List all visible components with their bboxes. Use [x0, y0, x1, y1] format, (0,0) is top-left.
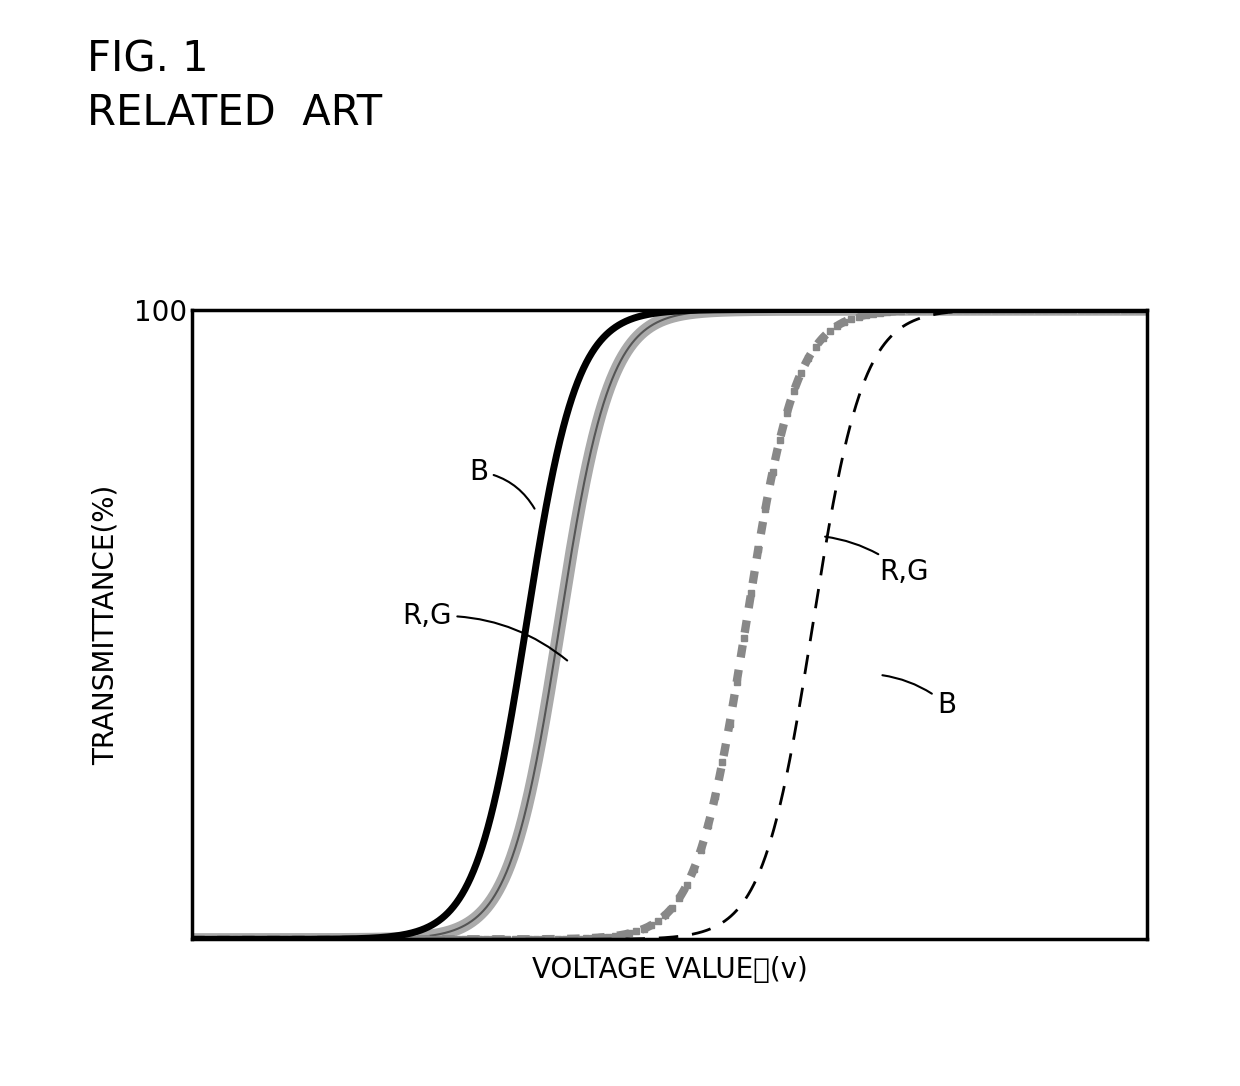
X-axis label: VOLTAGE VALUE　(v): VOLTAGE VALUE (v) [532, 956, 807, 984]
Text: R,G: R,G [825, 536, 929, 586]
Y-axis label: TRANSMITTANCE(%): TRANSMITTANCE(%) [92, 484, 119, 765]
Text: R,G: R,G [402, 603, 567, 660]
Text: RELATED  ART: RELATED ART [87, 92, 382, 135]
Text: FIG. 1: FIG. 1 [87, 38, 208, 80]
Text: B: B [883, 675, 956, 719]
Text: B: B [469, 457, 534, 508]
